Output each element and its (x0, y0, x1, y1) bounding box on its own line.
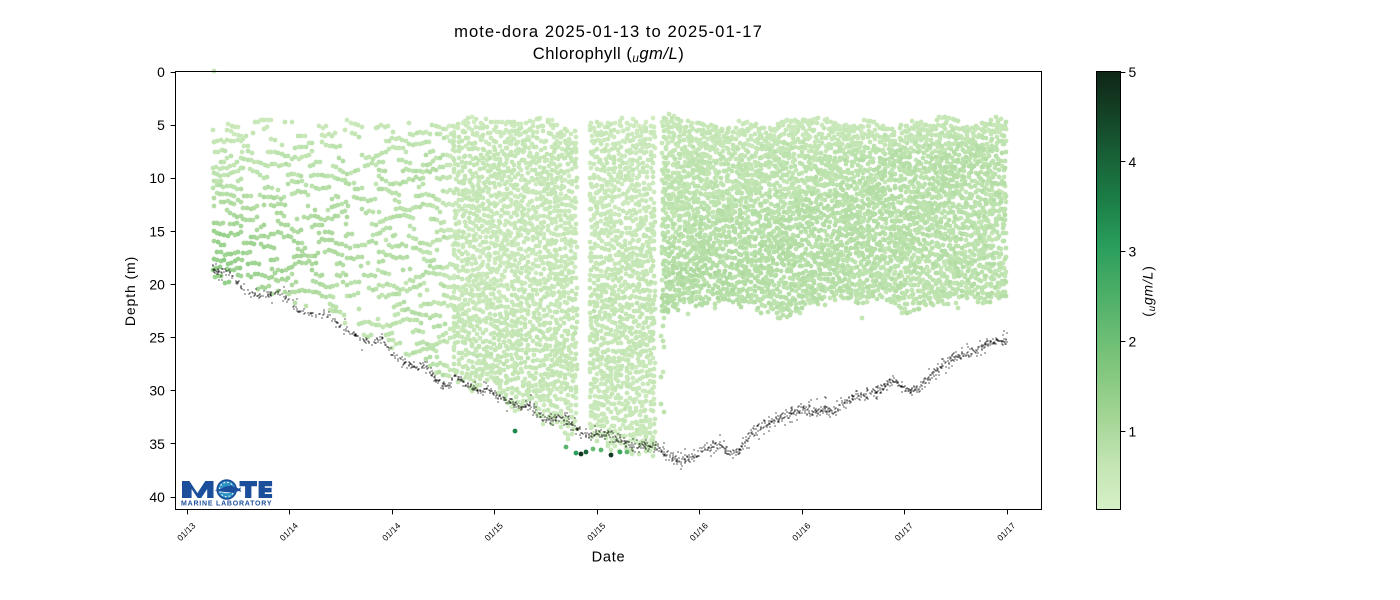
svg-text:5: 5 (1129, 64, 1137, 80)
svg-text:Chlorophyll (ugm/L): Chlorophyll (ugm/L) (533, 44, 685, 65)
svg-text:35: 35 (149, 436, 165, 452)
svg-text:5: 5 (157, 117, 165, 133)
svg-text:3: 3 (1129, 244, 1137, 260)
svg-text:20: 20 (149, 276, 165, 292)
svg-text:25: 25 (149, 330, 165, 346)
svg-text:10: 10 (149, 170, 165, 186)
svg-text:Date: Date (592, 550, 626, 566)
svg-text:Depth (m): Depth (m) (122, 256, 138, 326)
svg-text:0: 0 (157, 64, 165, 80)
svg-text:30: 30 (149, 383, 165, 399)
svg-text:mote-dora 2025-01-13 to 2025-0: mote-dora 2025-01-13 to 2025-01-17 (454, 22, 763, 41)
svg-text:40: 40 (149, 489, 165, 505)
svg-text:4: 4 (1129, 154, 1137, 170)
svg-text:1: 1 (1129, 424, 1137, 440)
svg-text:(ugm/L): (ugm/L) (1140, 265, 1159, 317)
svg-text:2: 2 (1129, 334, 1137, 350)
svg-text:MARINE LABORATORY: MARINE LABORATORY (181, 501, 272, 508)
svg-text:15: 15 (149, 223, 165, 239)
